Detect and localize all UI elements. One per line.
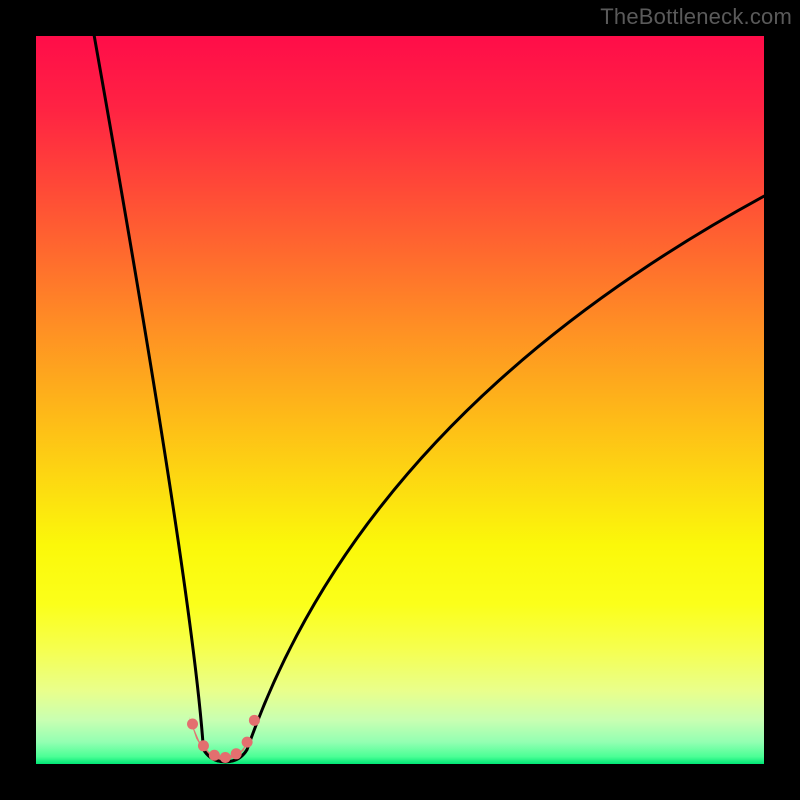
watermark-text: TheBottleneck.com xyxy=(600,4,792,30)
curve-marker xyxy=(187,718,198,729)
curve-marker xyxy=(220,752,231,763)
bottleneck-chart xyxy=(0,0,800,800)
curve-marker xyxy=(231,748,242,759)
curve-marker xyxy=(209,750,220,761)
curve-marker xyxy=(249,715,260,726)
curve-marker xyxy=(242,737,253,748)
plot-background-gradient xyxy=(36,36,764,764)
stage: TheBottleneck.com xyxy=(0,0,800,800)
curve-marker xyxy=(198,740,209,751)
